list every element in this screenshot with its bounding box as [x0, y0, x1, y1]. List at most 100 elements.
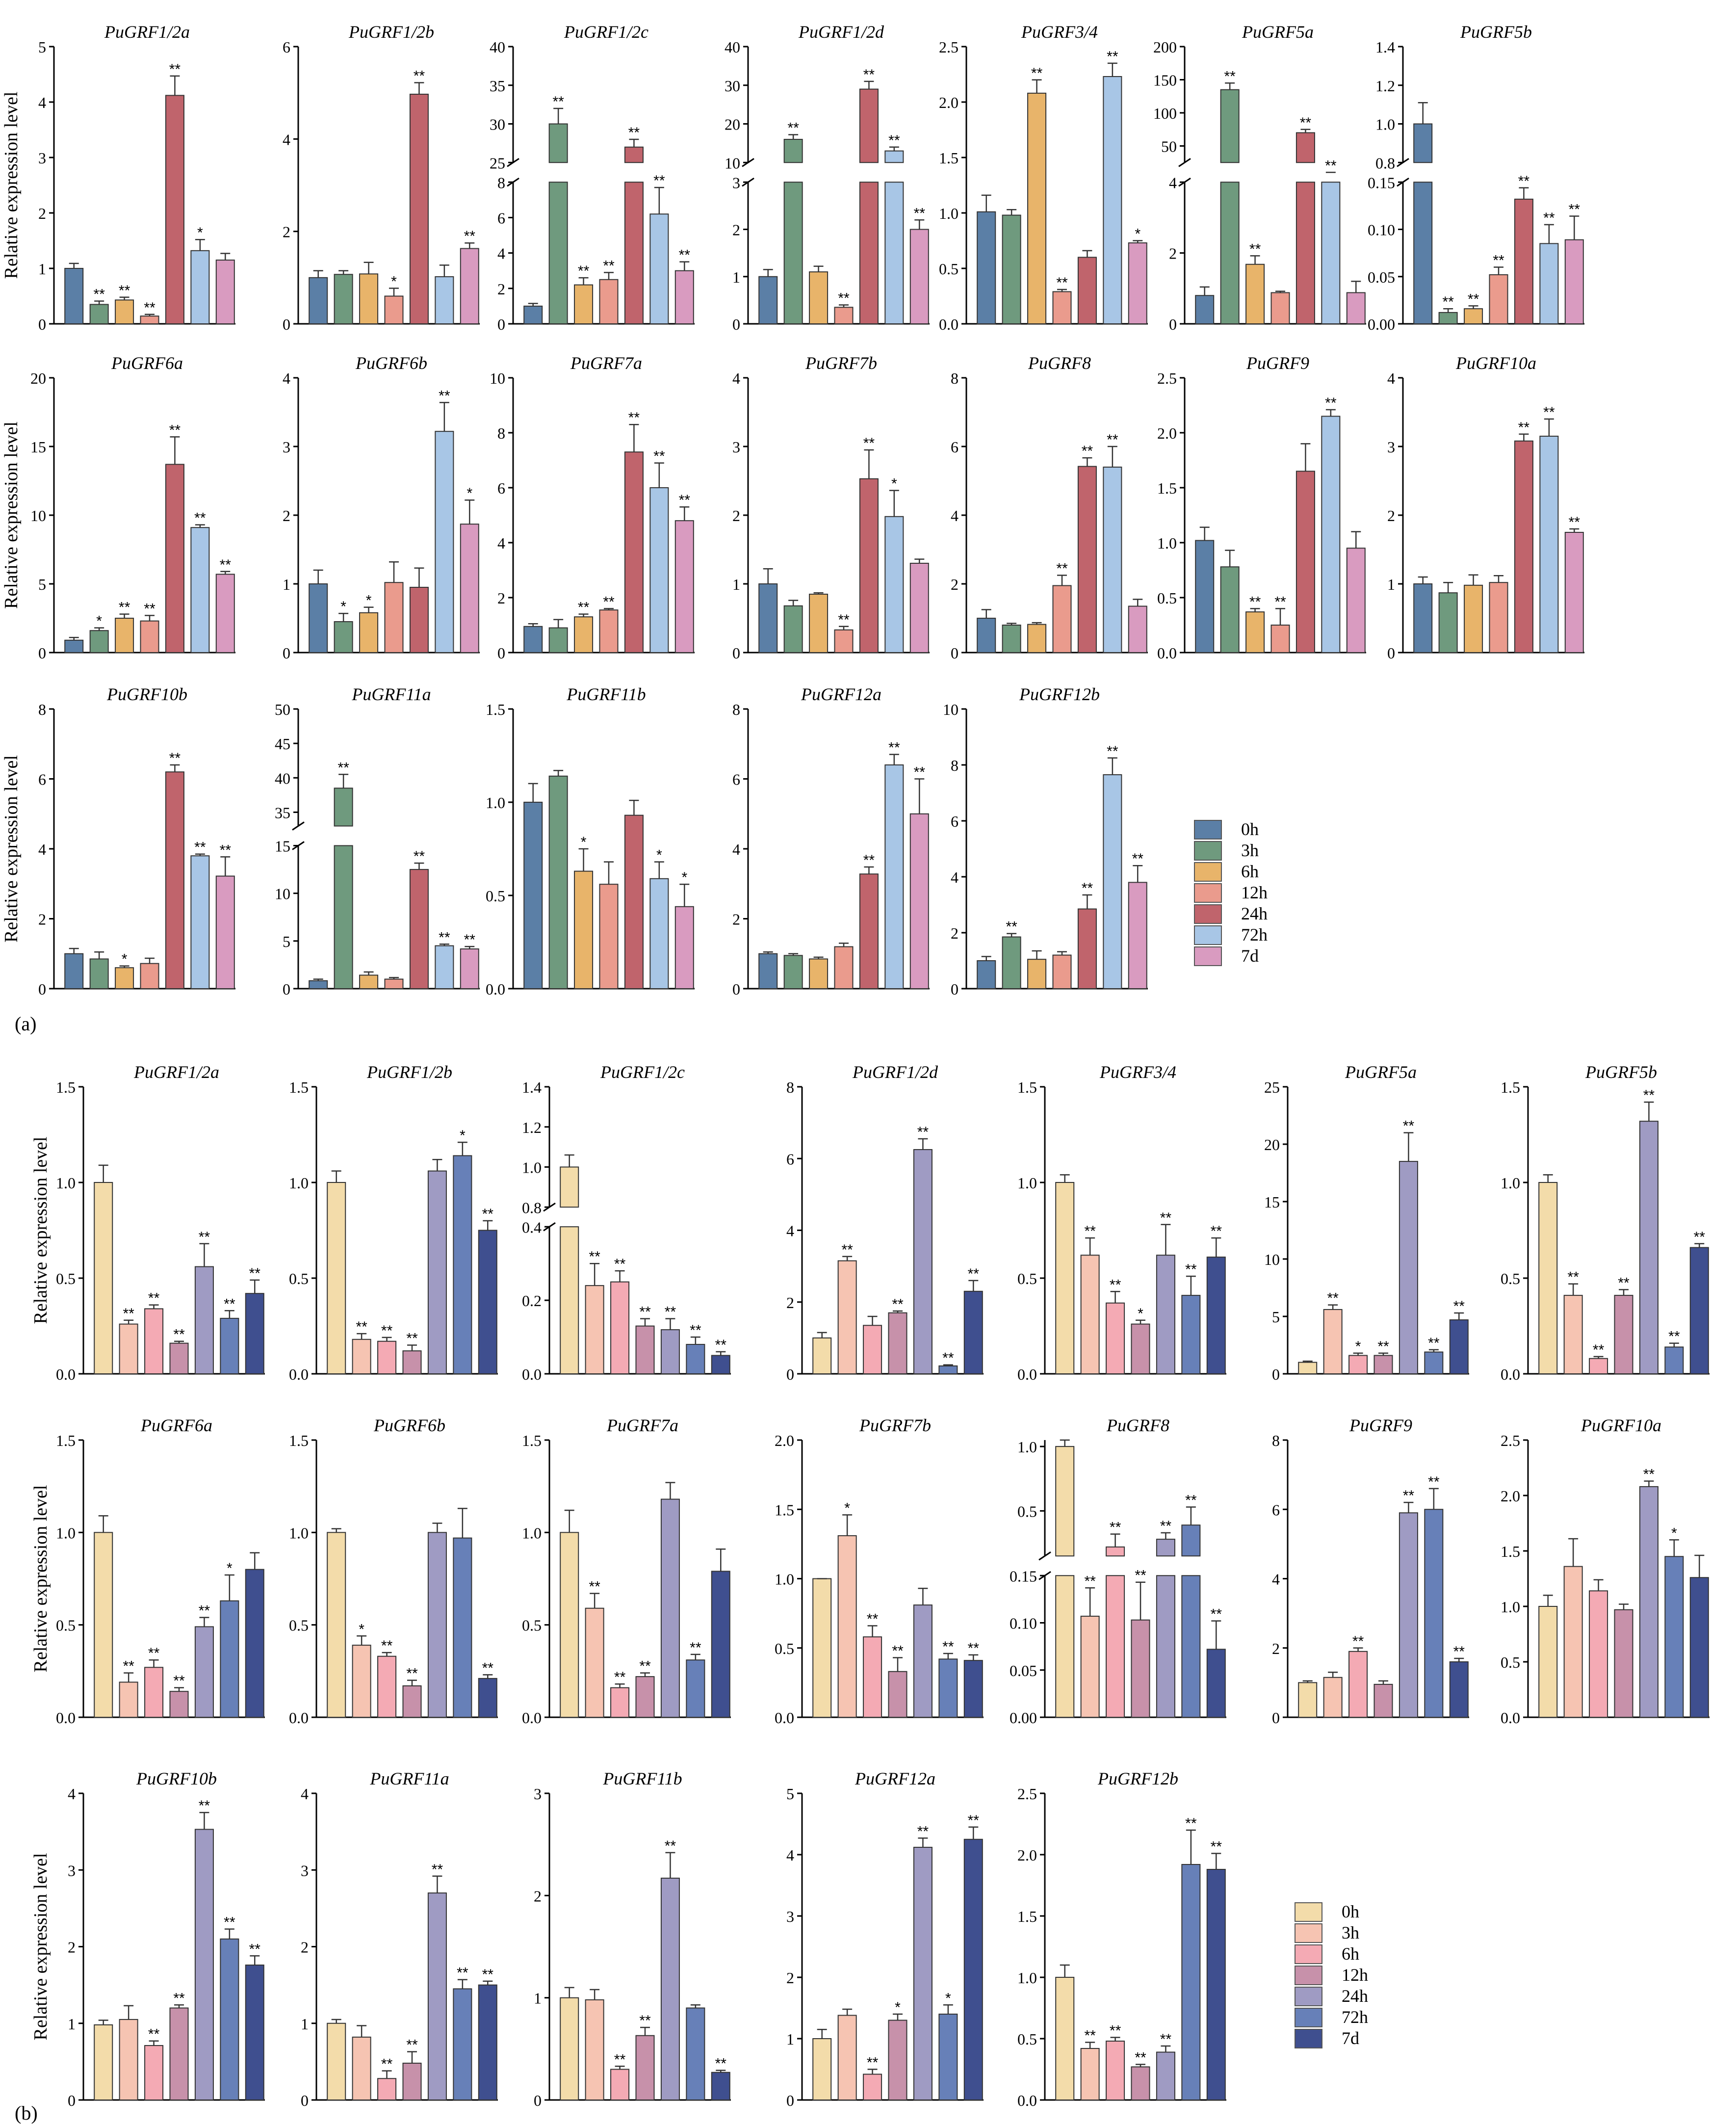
legend-swatch	[1194, 925, 1222, 945]
y-tick-label: 5	[38, 38, 46, 56]
bar	[1399, 1161, 1418, 1375]
y-tick-label: 0	[1387, 644, 1395, 662]
legend-swatch	[1194, 820, 1222, 840]
significance-mark: **	[1428, 1335, 1440, 1351]
bar	[144, 2045, 164, 2100]
significance-mark: *	[366, 593, 372, 609]
y-tick-label: 0.5	[486, 887, 505, 905]
bar	[1664, 1346, 1684, 1374]
y-tick-label: 50	[1161, 138, 1177, 156]
chart-b-37: 0.0 0.5 1.0 1.5 2.0 2.5 PuGRF12b ** ** ** ** ** **	[1017, 1769, 1226, 2109]
significance-mark: **	[1352, 1633, 1364, 1650]
y-tick-label: 2	[497, 589, 505, 607]
significance-mark: *	[681, 869, 687, 886]
significance-mark: **	[199, 1603, 210, 1619]
significance-mark: **	[1107, 49, 1118, 65]
significance-mark: **	[578, 263, 590, 279]
bar	[215, 260, 235, 324]
bar	[938, 1658, 958, 1718]
bar	[245, 1293, 264, 1374]
significance-mark: **	[942, 1350, 954, 1366]
y-tick-label: 0.5	[56, 1270, 76, 1287]
y-tick-label: 8	[1272, 1432, 1280, 1449]
significance-mark: **	[589, 1579, 600, 1595]
significance-mark: **	[1668, 1329, 1680, 1345]
y-tick-label: 1.5	[1501, 1078, 1520, 1096]
significance-mark: **	[892, 1296, 904, 1312]
significance-mark: *	[891, 476, 897, 492]
bar	[190, 527, 210, 653]
significance-mark: **	[1082, 443, 1093, 459]
bar	[165, 95, 184, 324]
chart-title: PuGRF11a	[351, 684, 431, 704]
significance-mark: **	[1110, 1277, 1121, 1293]
bar	[215, 875, 235, 989]
bar	[384, 582, 404, 653]
y-tick-label: 0.5	[1157, 589, 1177, 607]
bar	[599, 884, 619, 989]
y-tick-label: 0	[732, 980, 740, 998]
bar	[585, 1999, 604, 2100]
significance-mark: **	[1135, 1568, 1146, 1584]
y-tick-label: 0.0	[522, 1709, 542, 1727]
legend-swatch	[1194, 946, 1222, 966]
y-tick-label: 10	[725, 154, 740, 172]
significance-mark: **	[414, 848, 425, 865]
significance-mark: **	[1543, 210, 1555, 226]
bar	[402, 1685, 422, 1718]
bar	[635, 1676, 655, 1718]
significance-mark: **	[1031, 65, 1043, 81]
y-tick-label: 1.2	[1375, 77, 1395, 95]
y-tick-label: 0.0	[939, 315, 959, 333]
y-tick-label: 0.5	[939, 260, 959, 278]
y-tick-label: 10	[943, 701, 959, 718]
bar	[758, 953, 778, 989]
bar	[938, 2014, 958, 2100]
bar	[560, 1997, 579, 2101]
bar	[1103, 76, 1122, 325]
bar	[909, 563, 929, 653]
chart-a-11: 0 2 4 6 8 PuGRF8 ** ** **	[951, 353, 1148, 662]
bar	[435, 431, 454, 653]
chart-b-35: 0 1 2 3 PuGRF11b ** ** ** **	[534, 1769, 731, 2109]
bar	[309, 980, 328, 989]
bar	[334, 274, 353, 324]
y-tick-label: 0.8	[1375, 154, 1395, 172]
significance-mark: **	[199, 1229, 210, 1245]
bar	[1245, 263, 1265, 324]
y-tick-label: 3	[38, 149, 46, 167]
y-tick-label: 0.5	[1017, 1502, 1037, 1520]
bar	[1055, 1977, 1075, 2100]
y-tick-label: 4	[497, 534, 505, 552]
y-tick-label: 0	[38, 980, 46, 998]
legend-label: 12h	[1241, 883, 1268, 902]
chart-a-18: 0 2 4 6 8 10 PuGRF12b ** ** ** **	[943, 684, 1148, 998]
bar	[1206, 1649, 1226, 1718]
bar	[1103, 467, 1122, 653]
y-tick-label: 0.0	[1017, 2092, 1037, 2109]
legend-swatch	[1194, 904, 1222, 924]
y-tick-label: 2	[283, 223, 290, 241]
bar	[660, 1877, 680, 2101]
bar	[1563, 1566, 1583, 1718]
y-tick-label: 1.0	[1501, 1598, 1520, 1616]
y-tick-label: 4	[732, 840, 740, 858]
axis-break-mark	[1038, 1551, 1051, 1561]
bar	[427, 1170, 447, 1375]
bar	[809, 271, 829, 324]
bar	[1321, 416, 1341, 654]
chart-title: PuGRF12a	[801, 684, 881, 704]
chart-title: PuGRF6a	[111, 353, 183, 373]
y-tick-label: 0.05	[1010, 1662, 1037, 1679]
bar	[548, 775, 568, 990]
y-tick-label: 30	[490, 116, 505, 133]
y-tick-label: 0.5	[1501, 1270, 1520, 1287]
y-axis-label: Relative expression level	[30, 1137, 51, 1324]
y-tick-label: 0	[301, 2092, 309, 2109]
bar	[64, 639, 84, 654]
chart-a-17: 0 2 4 6 8 PuGRF12a ** ** **	[732, 684, 930, 998]
bar	[1539, 436, 1559, 653]
bar	[1080, 1255, 1100, 1374]
significance-mark: **	[1325, 157, 1337, 174]
